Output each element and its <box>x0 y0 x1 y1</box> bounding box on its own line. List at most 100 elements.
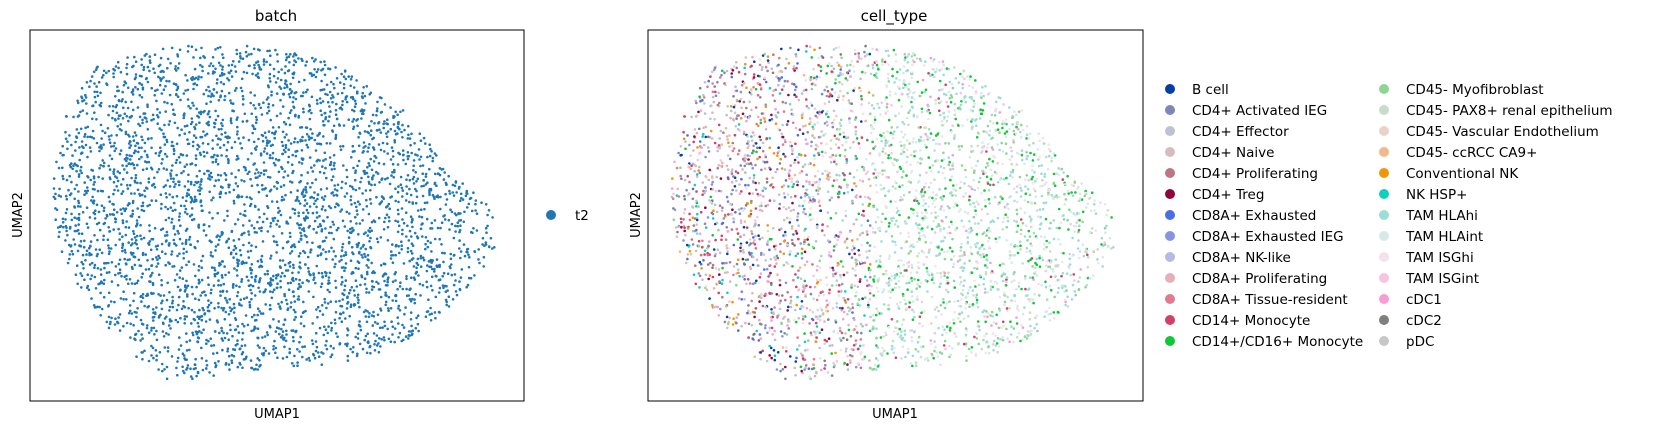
batch-point <box>405 185 408 188</box>
batch-point <box>357 267 360 271</box>
cell-type-point <box>1010 149 1013 153</box>
cell-type-point <box>863 50 866 54</box>
batch-point <box>329 160 333 164</box>
batch-point <box>227 338 230 342</box>
cell-type-point <box>815 325 819 328</box>
batch-point <box>129 158 132 161</box>
batch-point <box>272 318 275 321</box>
batch-point <box>449 257 453 261</box>
batch-point <box>214 118 218 122</box>
batch-point <box>147 359 151 363</box>
batch-point <box>377 288 381 291</box>
batch-point <box>153 94 156 97</box>
cell-type-point <box>828 198 832 202</box>
batch-point <box>136 188 140 192</box>
batch-point <box>292 329 295 332</box>
batch-point <box>435 264 439 268</box>
batch-point <box>366 253 370 257</box>
batch-point <box>334 108 338 112</box>
cell-type-point <box>872 294 875 297</box>
cell-type-point <box>997 345 1001 348</box>
batch-point <box>214 179 218 182</box>
cell-type-point <box>847 99 851 102</box>
cell-type-point <box>706 251 709 255</box>
batch-point <box>140 275 143 279</box>
cell-type-point <box>728 157 732 161</box>
cell-type-point <box>754 87 758 91</box>
batch-point <box>356 301 360 305</box>
cell-type-point <box>834 143 838 146</box>
cell-type-point <box>911 364 914 368</box>
cell-type-point <box>784 365 787 369</box>
batch-point <box>124 251 127 254</box>
batch-point <box>161 369 164 373</box>
batch-point <box>143 189 146 192</box>
batch-point <box>434 274 438 278</box>
cell-type-point <box>848 359 852 362</box>
batch-point <box>281 167 284 170</box>
batch-point <box>381 141 385 145</box>
batch-point <box>279 279 282 283</box>
batch-point <box>234 318 238 322</box>
batch-point <box>368 240 371 243</box>
cell-type-point <box>904 56 907 59</box>
batch-point <box>185 315 189 318</box>
batch-point <box>242 243 245 247</box>
batch-point <box>111 116 114 120</box>
batch-point <box>405 277 408 281</box>
cell-type-point <box>967 184 971 188</box>
batch-point <box>99 273 103 276</box>
cell-type-point <box>980 208 984 211</box>
batch-point <box>195 374 198 378</box>
batch-point <box>299 223 303 226</box>
batch-point <box>94 68 98 72</box>
batch-point <box>207 225 211 228</box>
cell-type-point <box>774 88 777 92</box>
batch-point <box>406 157 410 161</box>
cell-type-point <box>1020 109 1024 112</box>
batch-point <box>193 67 197 71</box>
batch-point <box>130 176 133 180</box>
cell-type-point <box>918 234 922 238</box>
cell-type-point <box>751 337 754 341</box>
cell-type-point <box>1062 171 1065 174</box>
batch-point <box>160 307 164 311</box>
batch-point <box>276 243 279 247</box>
batch-point <box>225 239 229 243</box>
batch-point <box>183 315 187 318</box>
cell-type-point <box>1071 194 1075 197</box>
batch-point <box>130 312 134 315</box>
batch-point <box>321 205 325 208</box>
batch-point <box>146 305 149 309</box>
batch-point <box>468 255 471 259</box>
batch-point <box>186 366 189 370</box>
cell-type-point <box>943 271 947 275</box>
cell-type-point <box>1044 280 1047 284</box>
batch-point <box>380 178 383 181</box>
cell-type-point <box>830 352 833 355</box>
batch-point <box>207 120 210 124</box>
batch-point <box>224 273 227 277</box>
cell-type-point <box>811 217 814 221</box>
cell-type-point <box>849 307 852 311</box>
batch-point <box>96 238 99 242</box>
batch-point <box>409 215 413 218</box>
batch-point <box>183 211 187 214</box>
batch-point <box>205 359 208 363</box>
batch-panel: batch UMAP1 UMAP2 t2 <box>11 7 589 422</box>
batch-point <box>377 350 381 354</box>
cell-type-point <box>771 186 775 189</box>
batch-point <box>376 107 379 110</box>
cell-type-point <box>729 202 732 206</box>
batch-point <box>285 83 289 87</box>
batch-point <box>133 255 137 259</box>
batch-point <box>406 224 409 228</box>
batch-point <box>258 279 262 282</box>
batch-point <box>156 114 159 117</box>
batch-point <box>412 164 416 168</box>
batch-point <box>302 217 306 220</box>
batch-point <box>250 329 253 333</box>
cell-type-point <box>727 177 730 181</box>
batch-point <box>397 307 400 310</box>
batch-point <box>125 298 128 301</box>
